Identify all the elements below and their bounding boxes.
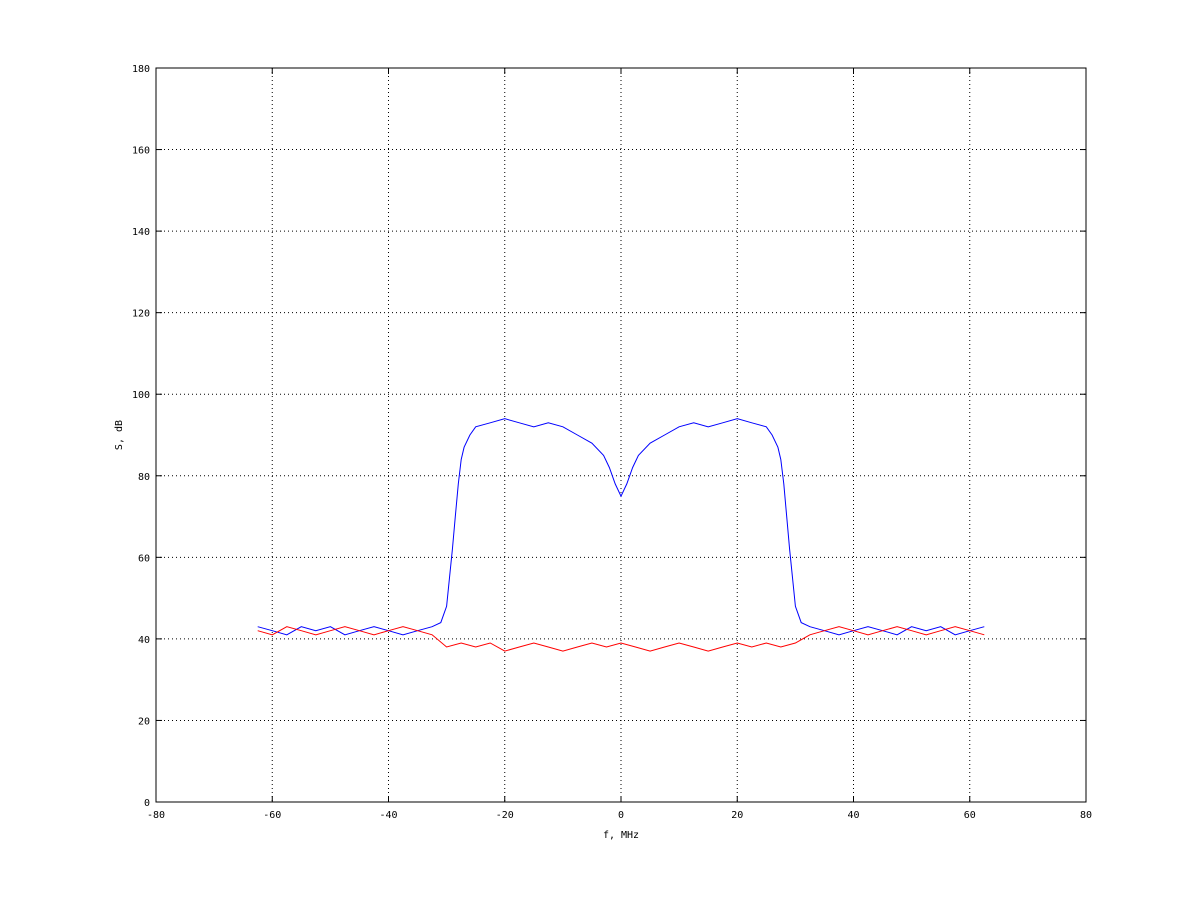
y-tick-label: 40: [138, 635, 150, 646]
y-tick-label: 0: [144, 798, 150, 809]
y-tick-label: 180: [132, 64, 150, 75]
y-tick-label: 140: [132, 227, 150, 238]
x-tick-label: -40: [379, 810, 397, 821]
x-tick-label: 40: [847, 810, 859, 821]
y-tick-label: 160: [132, 146, 150, 157]
x-tick-label: 60: [964, 810, 976, 821]
x-tick-label: 0: [618, 810, 624, 821]
x-tick-label: 80: [1080, 810, 1092, 821]
y-tick-label: 60: [138, 553, 150, 564]
y-axis-label: S, dB: [114, 420, 125, 450]
series-line-2: [257, 626, 985, 652]
x-axis-label: f, MHz: [603, 830, 639, 841]
y-tick-label: 100: [132, 390, 150, 401]
x-tick-label: 20: [731, 810, 743, 821]
plot-area: [257, 418, 985, 652]
y-tick-label: 120: [132, 309, 150, 320]
x-tick-label: -80: [147, 810, 165, 821]
x-tick-label: -60: [263, 810, 281, 821]
ticks: -80 -60 -40 -20 0 20 40 60 80 0 20 40 60 80 100 120 140 1…: [132, 64, 1092, 821]
y-tick-label: 20: [138, 716, 150, 727]
grid: [156, 68, 1086, 802]
series-line-1: [257, 418, 985, 636]
x-tick-label: -20: [496, 810, 514, 821]
y-tick-label: 80: [138, 472, 150, 483]
